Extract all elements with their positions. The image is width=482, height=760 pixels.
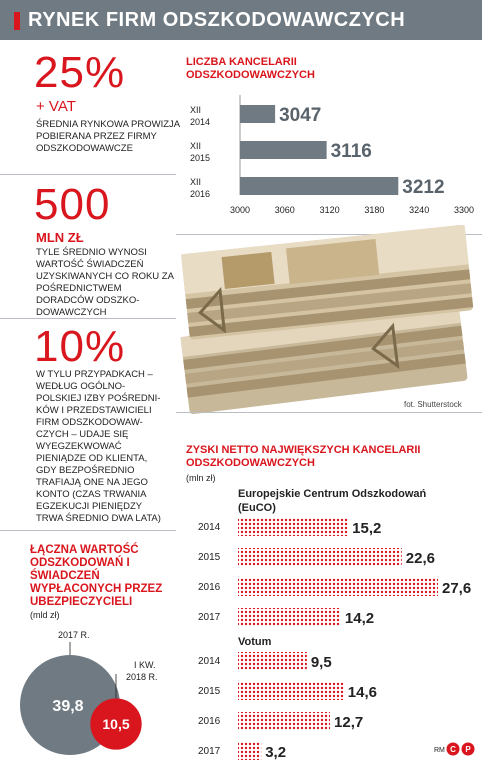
chart1-tick-label: 3180 — [364, 205, 384, 215]
photo-credit: fot. Shutterstock — [404, 400, 462, 409]
chart3-category: I KW. — [134, 660, 156, 670]
stat2-sub: MLN ZŁ — [36, 230, 84, 245]
chart2-group-name: (EuCO) — [238, 502, 276, 514]
chart1-category: XII — [190, 177, 201, 187]
chart3-unit: (mld zł) — [30, 610, 60, 620]
divider — [176, 234, 482, 235]
stat1-desc: ŚREDNIA RYNKOWA PROWIZJA POBIERANA PRZEZ… — [36, 119, 180, 154]
chart2-year: 2015 — [198, 552, 221, 563]
chart1-tick-label: 3060 — [275, 205, 295, 215]
chart2-value-label: 15,2 — [352, 520, 381, 537]
chart1-value-label: 3047 — [279, 105, 321, 126]
stat3-value: 10% — [34, 322, 126, 371]
chart2-year: 2017 — [198, 746, 221, 757]
chart2-value-label: 27,6 — [442, 580, 471, 597]
chart1-tick-label: 3240 — [409, 205, 429, 215]
chart2-year: 2017 — [198, 612, 221, 623]
header: RYNEK FIRM ODSZKODOWAWCZYCH — [0, 0, 482, 40]
stat3-desc: W TYLU PRZYPADKACH – WEDŁUG OGÓLNO-POLSK… — [36, 369, 161, 524]
chart2-bar — [238, 518, 349, 536]
chart1-bar — [240, 105, 276, 123]
chart1-category: XII — [190, 141, 201, 151]
footer-credit: RM — [434, 747, 445, 754]
chart1-category: 2016 — [190, 189, 210, 199]
chart2-bar — [238, 548, 402, 566]
chart1-value-label: 3116 — [331, 141, 372, 162]
page-title: RYNEK FIRM ODSZKODOWAWCZYCH — [28, 9, 406, 31]
chart1-tick-label: 3120 — [320, 205, 340, 215]
chart2-value-label: 14,2 — [345, 610, 374, 627]
chart2-group-name: Europejskie Centrum Odszkodowań — [238, 488, 427, 500]
banknote-stack-image — [180, 225, 474, 415]
divider — [0, 530, 176, 531]
chart2-title: ZYSKI NETTO NAJWIĘKSZYCH KANCELARII ODSZ… — [186, 444, 421, 469]
chart2-value-label: 14,6 — [348, 684, 377, 701]
chart1: XII 2014 3047 XII 2015 3116 XII 2016 3212 3000 306… — [190, 95, 474, 215]
chart2-value-label: 9,5 — [311, 654, 332, 671]
chart1-value-label: 3212 — [402, 177, 444, 198]
divider — [0, 174, 176, 175]
chart1-category: 2014 — [190, 117, 210, 127]
chart2-bar — [238, 578, 438, 596]
chart2-value-label: 12,7 — [334, 714, 363, 731]
chart2-year: 2016 — [198, 716, 221, 727]
chart2-value-label: 3,2 — [265, 744, 286, 760]
chart3-bubble — [90, 698, 142, 750]
chart1-tick-label: 3000 — [230, 205, 250, 215]
chart2: Europejskie Centrum Odszkodowań (EuCO) 201… — [198, 488, 471, 760]
divider — [0, 318, 176, 319]
chart2-value-label: 22,6 — [406, 550, 435, 567]
cp-logo-icon: C P — [446, 742, 475, 756]
chart1-title: LICZBA KANCELARII ODSZKODOWAWCZYCH — [186, 56, 315, 81]
divider — [176, 412, 482, 413]
chart3-category: 2018 R. — [126, 672, 158, 682]
chart1-bar — [240, 177, 399, 195]
chart2-unit: (mln zł) — [186, 473, 216, 483]
stat2-desc: TYLE ŚREDNIO WYNOSI WARTOŚĆ ŚWIADCZEŃ UZ… — [36, 247, 174, 318]
svg-text:P: P — [465, 745, 471, 754]
chart1-category: XII — [190, 105, 201, 115]
chart3: 2017 R. 39,8 I KW. 2018 R. 10,5 — [20, 630, 158, 755]
stat2-value: 500 — [34, 180, 111, 229]
chart3-value-label: 10,5 — [102, 716, 129, 732]
chart2-year: 2015 — [198, 686, 221, 697]
stat1-sub: + VAT — [36, 98, 76, 115]
chart1-tick-label: 3300 — [454, 205, 474, 215]
chart1-bar — [240, 141, 327, 159]
chart2-bar — [238, 712, 331, 730]
svg-text:C: C — [450, 745, 456, 754]
chart3-title: ŁĄCZNA WARTOŚĆ ODSZKODOWAŃ I ŚWIADCZEŃ W… — [30, 544, 163, 608]
chart1-category: 2015 — [190, 153, 210, 163]
chart2-year: 2014 — [198, 656, 221, 667]
chart2-bar — [238, 682, 344, 700]
stat1-value: 25% — [34, 48, 126, 97]
chart3-value-label: 39,8 — [52, 698, 83, 715]
chart2-bar — [238, 742, 262, 760]
chart3-category: 2017 R. — [58, 630, 90, 640]
chart2-year: 2014 — [198, 522, 221, 533]
header-accent — [14, 12, 20, 30]
chart2-bar — [238, 652, 307, 670]
chart2-group-name: Votum — [238, 636, 272, 648]
chart2-bar — [238, 608, 341, 626]
chart2-year: 2016 — [198, 582, 221, 593]
